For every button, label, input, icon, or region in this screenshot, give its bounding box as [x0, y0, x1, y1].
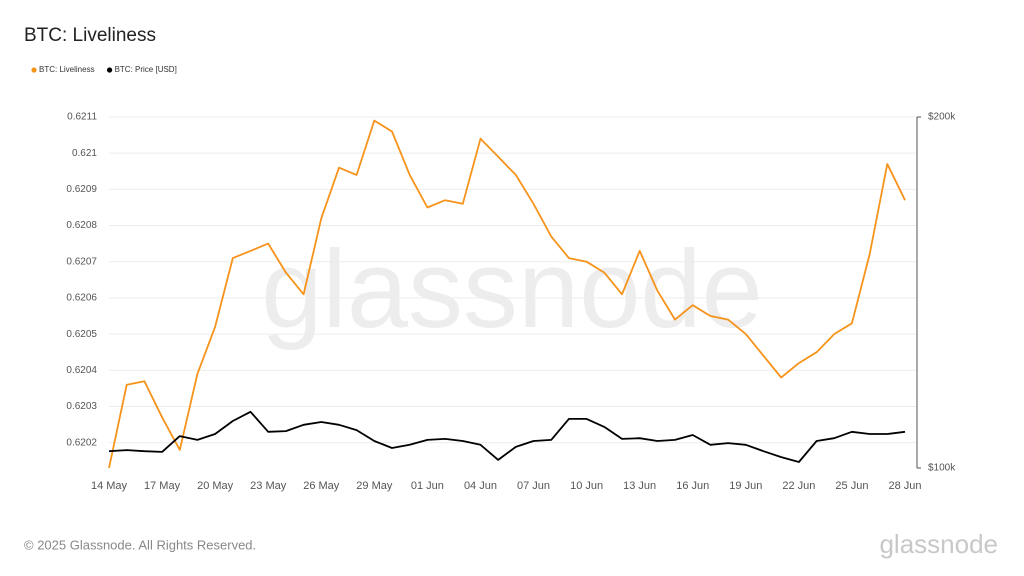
chart-title: BTC: Liveliness [24, 25, 156, 46]
logo: glassnode [879, 529, 998, 559]
x-tick-label: 17 May [144, 480, 181, 492]
y-tick-label: 0.6208 [66, 220, 97, 231]
footer: © 2025 Glassnode. All Rights Reserved. [24, 537, 256, 552]
y-tick-label: 0.6202 [66, 437, 97, 448]
x-tick-label: 10 Jun [570, 480, 603, 492]
y-tick-label: 0.6205 [66, 329, 97, 340]
x-tick-label: 16 Jun [676, 480, 709, 492]
y-tick-label: 0.621 [72, 148, 97, 159]
x-tick-label: 26 May [303, 480, 340, 492]
legend-marker [106, 67, 113, 73]
y-tick-label: 0.6207 [66, 256, 97, 267]
x-tick-label: 19 Jun [729, 480, 762, 492]
x-tick-label: 13 Jun [623, 480, 656, 492]
y-tick-label: 0.6209 [66, 184, 97, 195]
legend-marker [31, 67, 37, 73]
x-tick-label: 07 Jun [517, 480, 550, 492]
y-tick-label: 0.6203 [66, 401, 97, 412]
y-tick-label: 0.6211 [67, 112, 97, 123]
x-tick-label: 01 Jun [411, 480, 444, 492]
legend-label: BTC: Liveliness [39, 65, 95, 74]
x-tick-label: 20 May [197, 480, 234, 492]
y2-tick-label: $100k [928, 463, 956, 474]
series-line [108, 410, 906, 463]
watermark: glassnode [261, 228, 763, 351]
y-tick-label: 0.6204 [66, 365, 97, 376]
x-tick-label: 28 Jun [888, 480, 921, 492]
legend-label: BTC: Price [USD] [115, 65, 177, 74]
x-tick-label: 23 May [250, 480, 287, 492]
x-tick-label: 25 Jun [835, 480, 868, 492]
x-tick-label: 22 Jun [782, 480, 815, 492]
series-line [108, 119, 906, 469]
x-tick-label: 29 May [356, 480, 393, 492]
y-tick-label: 0.6206 [66, 293, 97, 304]
x-tick-label: 04 Jun [464, 480, 497, 492]
x-tick-label: 14 May [91, 480, 128, 492]
y2-tick-label: $200k [928, 112, 956, 123]
